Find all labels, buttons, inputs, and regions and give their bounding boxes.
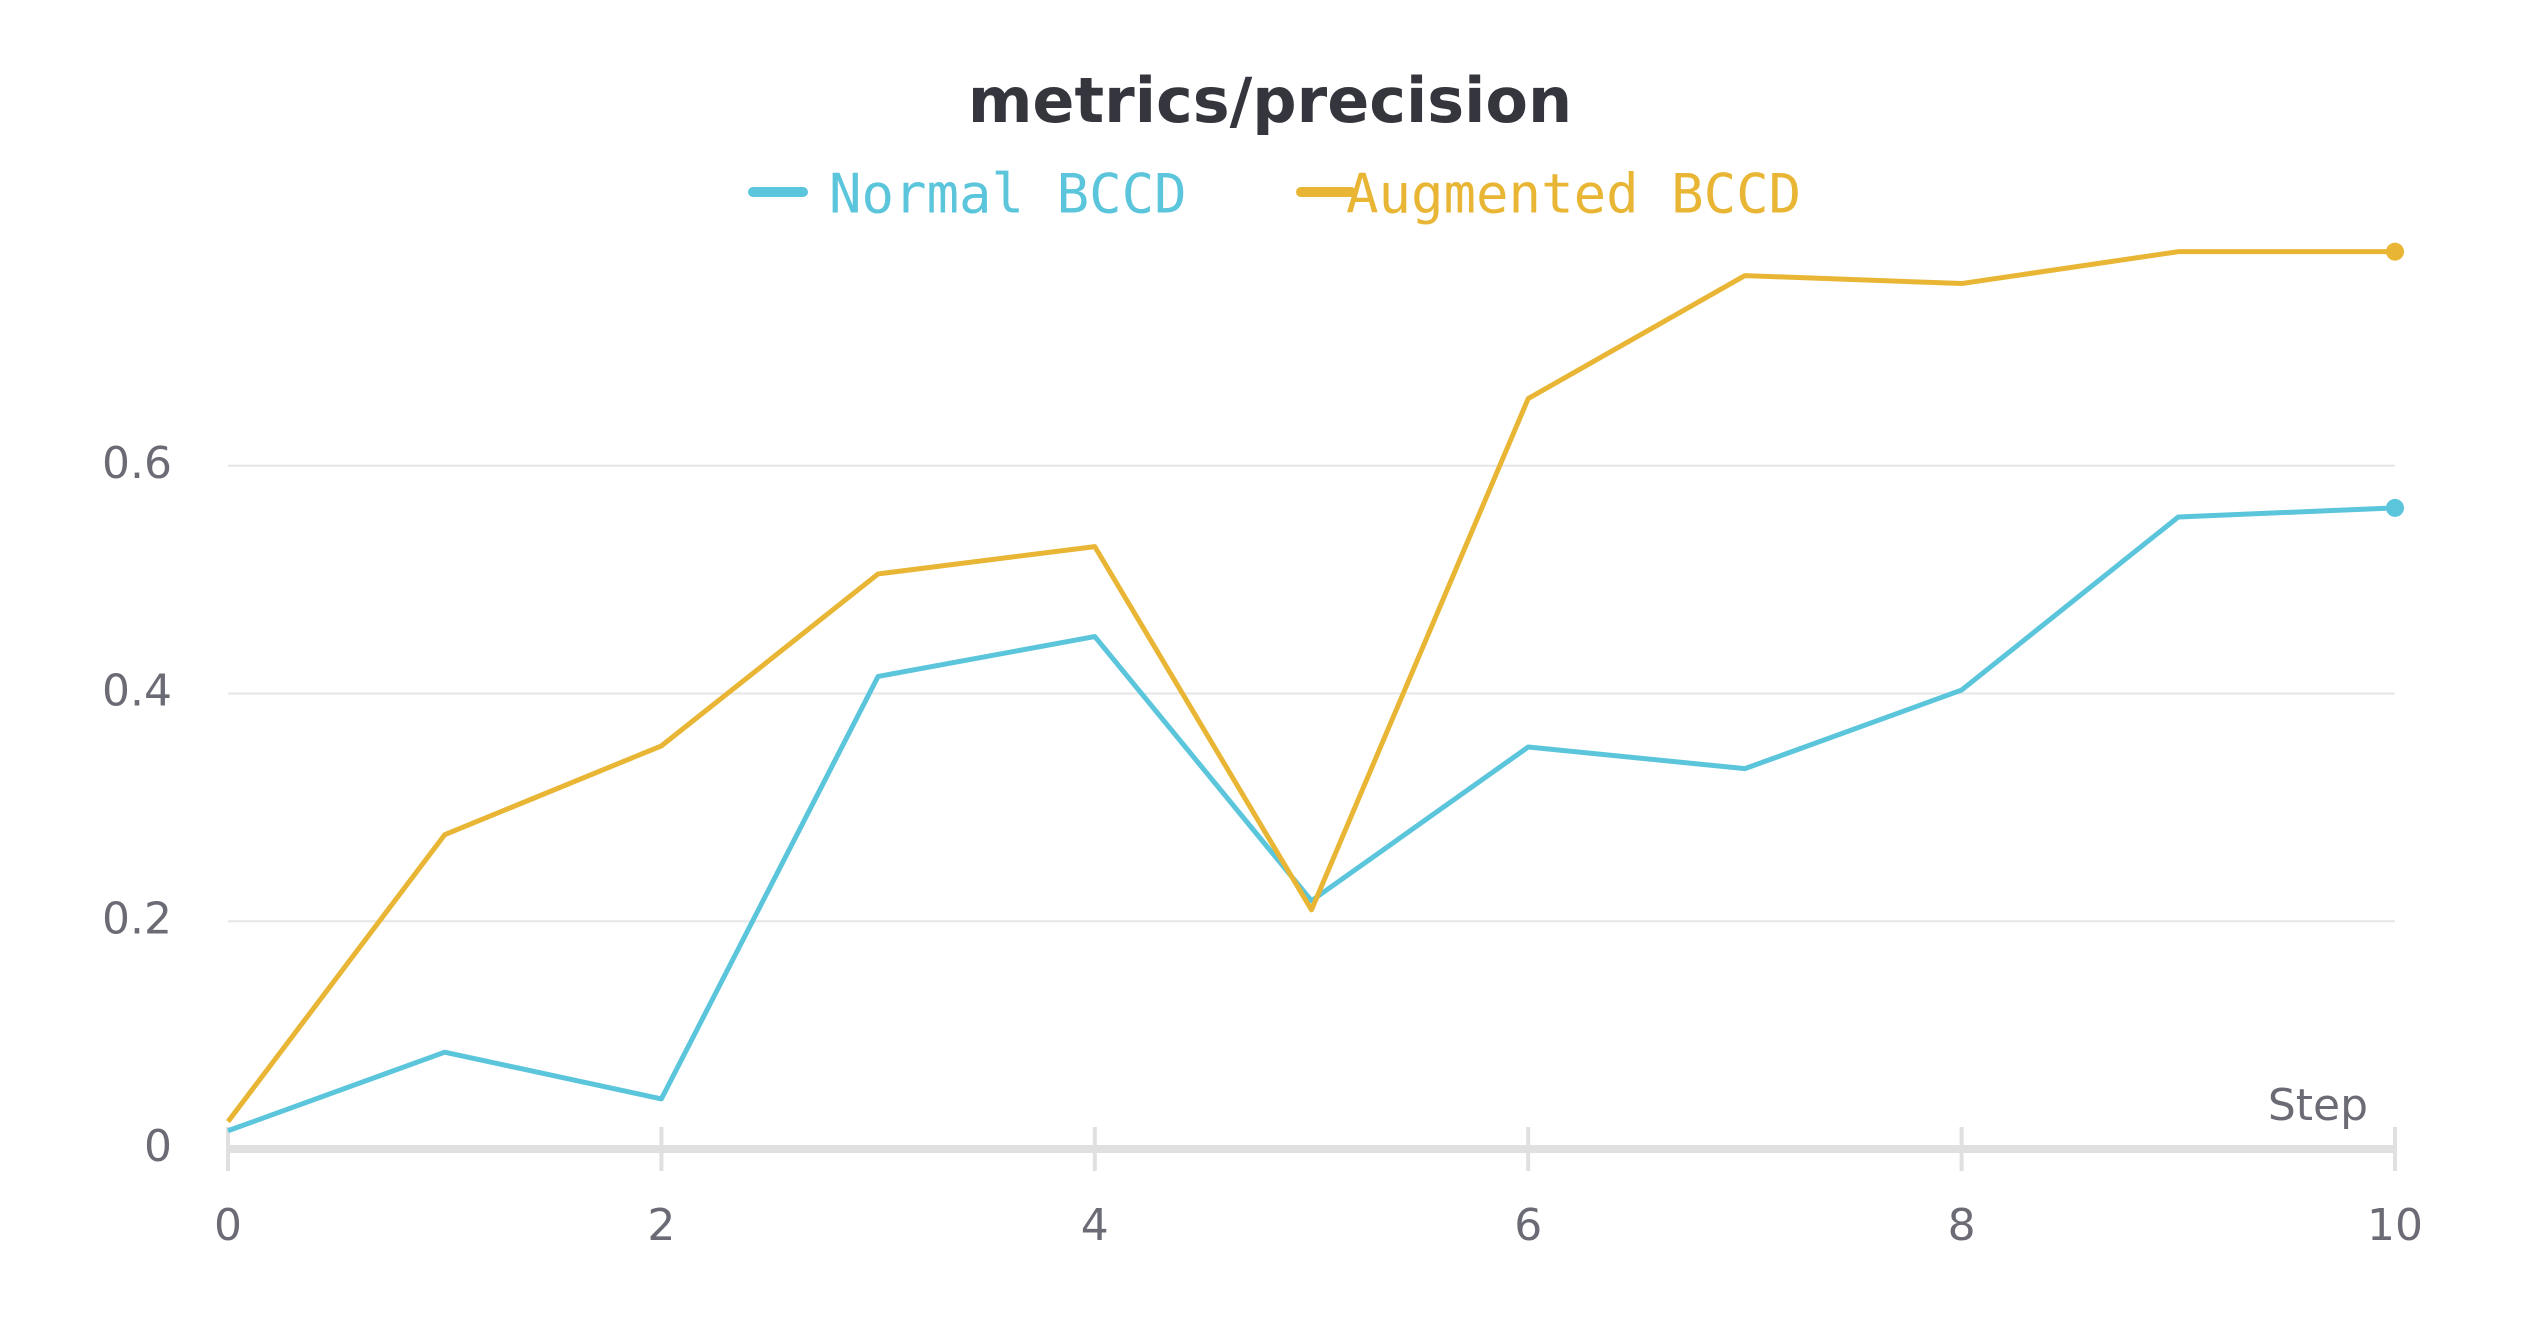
- y-tick-label: 0: [144, 1121, 172, 1172]
- y-tick-label: 0.4: [102, 666, 172, 717]
- x-tick-label: 0: [214, 1200, 242, 1251]
- chart-title: metrics/precision: [968, 64, 1572, 137]
- y-tick-label: 0.2: [102, 893, 172, 944]
- x-tick-label: 6: [1514, 1200, 1542, 1251]
- legend-label: Augmented BCCD: [1346, 163, 1801, 226]
- series-line: [227, 505, 2396, 1134]
- end-point: [2386, 242, 2404, 261]
- end-point: [2386, 498, 2404, 517]
- x-axis-label: Step: [2268, 1080, 2368, 1131]
- x-tick-label: 2: [647, 1200, 675, 1251]
- x-tick-label: 10: [2367, 1200, 2423, 1251]
- x-tick-label: 8: [1948, 1200, 1976, 1251]
- series-line: [226, 249, 2395, 1124]
- legend-label: Normal BCCD: [829, 163, 1187, 226]
- x-tick-label: 4: [1081, 1200, 1109, 1251]
- y-tick-label: 0.6: [102, 438, 172, 489]
